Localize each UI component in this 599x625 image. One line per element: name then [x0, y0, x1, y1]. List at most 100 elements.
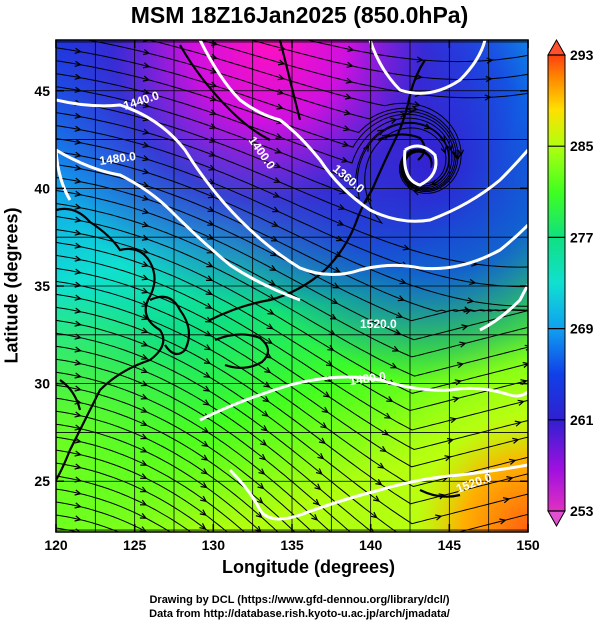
colorbar-tick-label: 293: [570, 47, 594, 63]
streamline-arrow: [449, 417, 458, 424]
streamline: [56, 449, 228, 532]
x-tick-label: 125: [123, 537, 147, 553]
streamline-arrow: [142, 208, 150, 215]
streamline-arrow: [394, 329, 402, 335]
streamline-arrow: [140, 393, 149, 400]
streamline-arrow: [446, 437, 455, 444]
streamline-arrow: [395, 312, 404, 318]
coastlines: [56, 40, 461, 498]
streamline-arrow: [411, 105, 419, 112]
streamline-arrow: [139, 499, 148, 506]
streamline-arrow: [74, 385, 82, 392]
streamline: [56, 397, 296, 532]
streamline: [56, 332, 528, 532]
streamline-arrow: [277, 88, 285, 95]
streamline-arrow: [204, 344, 212, 351]
streamline-arrow: [273, 177, 281, 183]
streamline-arrow: [74, 411, 82, 418]
streamline: [56, 423, 262, 532]
streamline-arrow: [277, 59, 286, 66]
streamline-arrow: [377, 462, 385, 469]
streamline-arrow: [267, 308, 275, 315]
streamline-arrow: [384, 412, 392, 419]
streamline-arrow: [200, 495, 208, 503]
streamline: [305, 40, 528, 63]
streamline-arrow: [456, 362, 465, 369]
streamline: [56, 462, 211, 532]
streamline-arrow: [432, 536, 438, 541]
streamline-arrow: [506, 476, 514, 483]
streamline-arrow: [209, 109, 217, 116]
streamline-arrow: [140, 486, 148, 493]
streamline-arrow: [74, 281, 82, 288]
y-tick-label: 30: [34, 376, 50, 392]
streamline-arrow: [140, 380, 149, 387]
streamline-arrow: [375, 479, 383, 486]
streamline-arrow: [203, 358, 212, 365]
streamline-arrow: [140, 420, 148, 426]
streamline-arrow: [338, 204, 346, 210]
streamline: [56, 73, 453, 189]
streamline-arrow: [342, 141, 350, 148]
streamline-arrow: [140, 446, 148, 453]
streamline-arrow: [347, 45, 355, 53]
streamline-arrow: [75, 528, 81, 532]
streamline-arrow: [459, 341, 467, 348]
streamline-arrow: [208, 178, 216, 185]
streamline-arrow: [74, 190, 82, 197]
streamline-arrow: [535, 307, 541, 312]
streamline-arrow: [270, 250, 278, 257]
streamline-arrow: [328, 329, 336, 336]
streamline-arrow: [363, 144, 370, 152]
streamline: [56, 47, 457, 191]
streamline-arrow: [457, 149, 465, 157]
streamline-arrow: [74, 502, 82, 509]
streamline-arrow: [424, 123, 432, 130]
colorbar-tick-label: 285: [570, 138, 594, 154]
streamline-arrow: [141, 234, 150, 241]
streamline-arrow: [415, 73, 423, 80]
streamline-arrow: [74, 164, 82, 171]
streamline-arrow: [206, 275, 214, 281]
streamline-arrow: [416, 56, 424, 63]
streamline-arrow: [406, 108, 415, 115]
streamline-arrow: [206, 261, 214, 268]
streamline-arrow: [209, 123, 217, 130]
streamline-arrow: [530, 308, 536, 313]
streamline-arrow: [486, 57, 494, 64]
streamline-arrow: [211, 13, 217, 18]
streamline-arrow: [74, 216, 82, 223]
streamline-arrow: [75, 9, 81, 14]
streamline-arrow: [75, 22, 81, 27]
streamline-arrow: [141, 261, 150, 268]
streamline-arrow: [74, 450, 82, 457]
x-tick-label: 150: [516, 537, 540, 553]
streamline-arrow: [279, 30, 285, 35]
streamline-arrow: [320, 422, 328, 429]
streamline-arrow: [402, 244, 410, 251]
streamline-arrow: [329, 313, 338, 320]
streamline-arrow: [142, 88, 151, 95]
streamline-arrow: [74, 359, 82, 366]
streamline-arrow: [499, 518, 507, 525]
contour-label: 1480.0: [98, 149, 137, 168]
streamline: [56, 112, 447, 224]
streamline-arrow: [340, 172, 348, 179]
streamline: [56, 228, 528, 394]
streamline-arrow: [444, 455, 452, 462]
streamline-arrow: [203, 385, 211, 392]
streamline: [56, 306, 528, 505]
streamline-arrow: [74, 294, 82, 301]
streamline-arrow: [258, 468, 266, 475]
streamline-arrow: [142, 128, 150, 135]
streamline-arrow: [260, 439, 268, 446]
streamline-arrow: [207, 220, 215, 226]
streamline-arrow: [140, 473, 148, 479]
streamline-arrow: [370, 511, 378, 519]
streamline-arrow: [318, 437, 326, 445]
streamline-arrow: [204, 316, 213, 323]
streamline-arrow: [335, 235, 344, 242]
streamline-arrow: [74, 138, 82, 145]
streamline-arrow: [339, 188, 347, 195]
streamline-arrow: [207, 206, 215, 212]
